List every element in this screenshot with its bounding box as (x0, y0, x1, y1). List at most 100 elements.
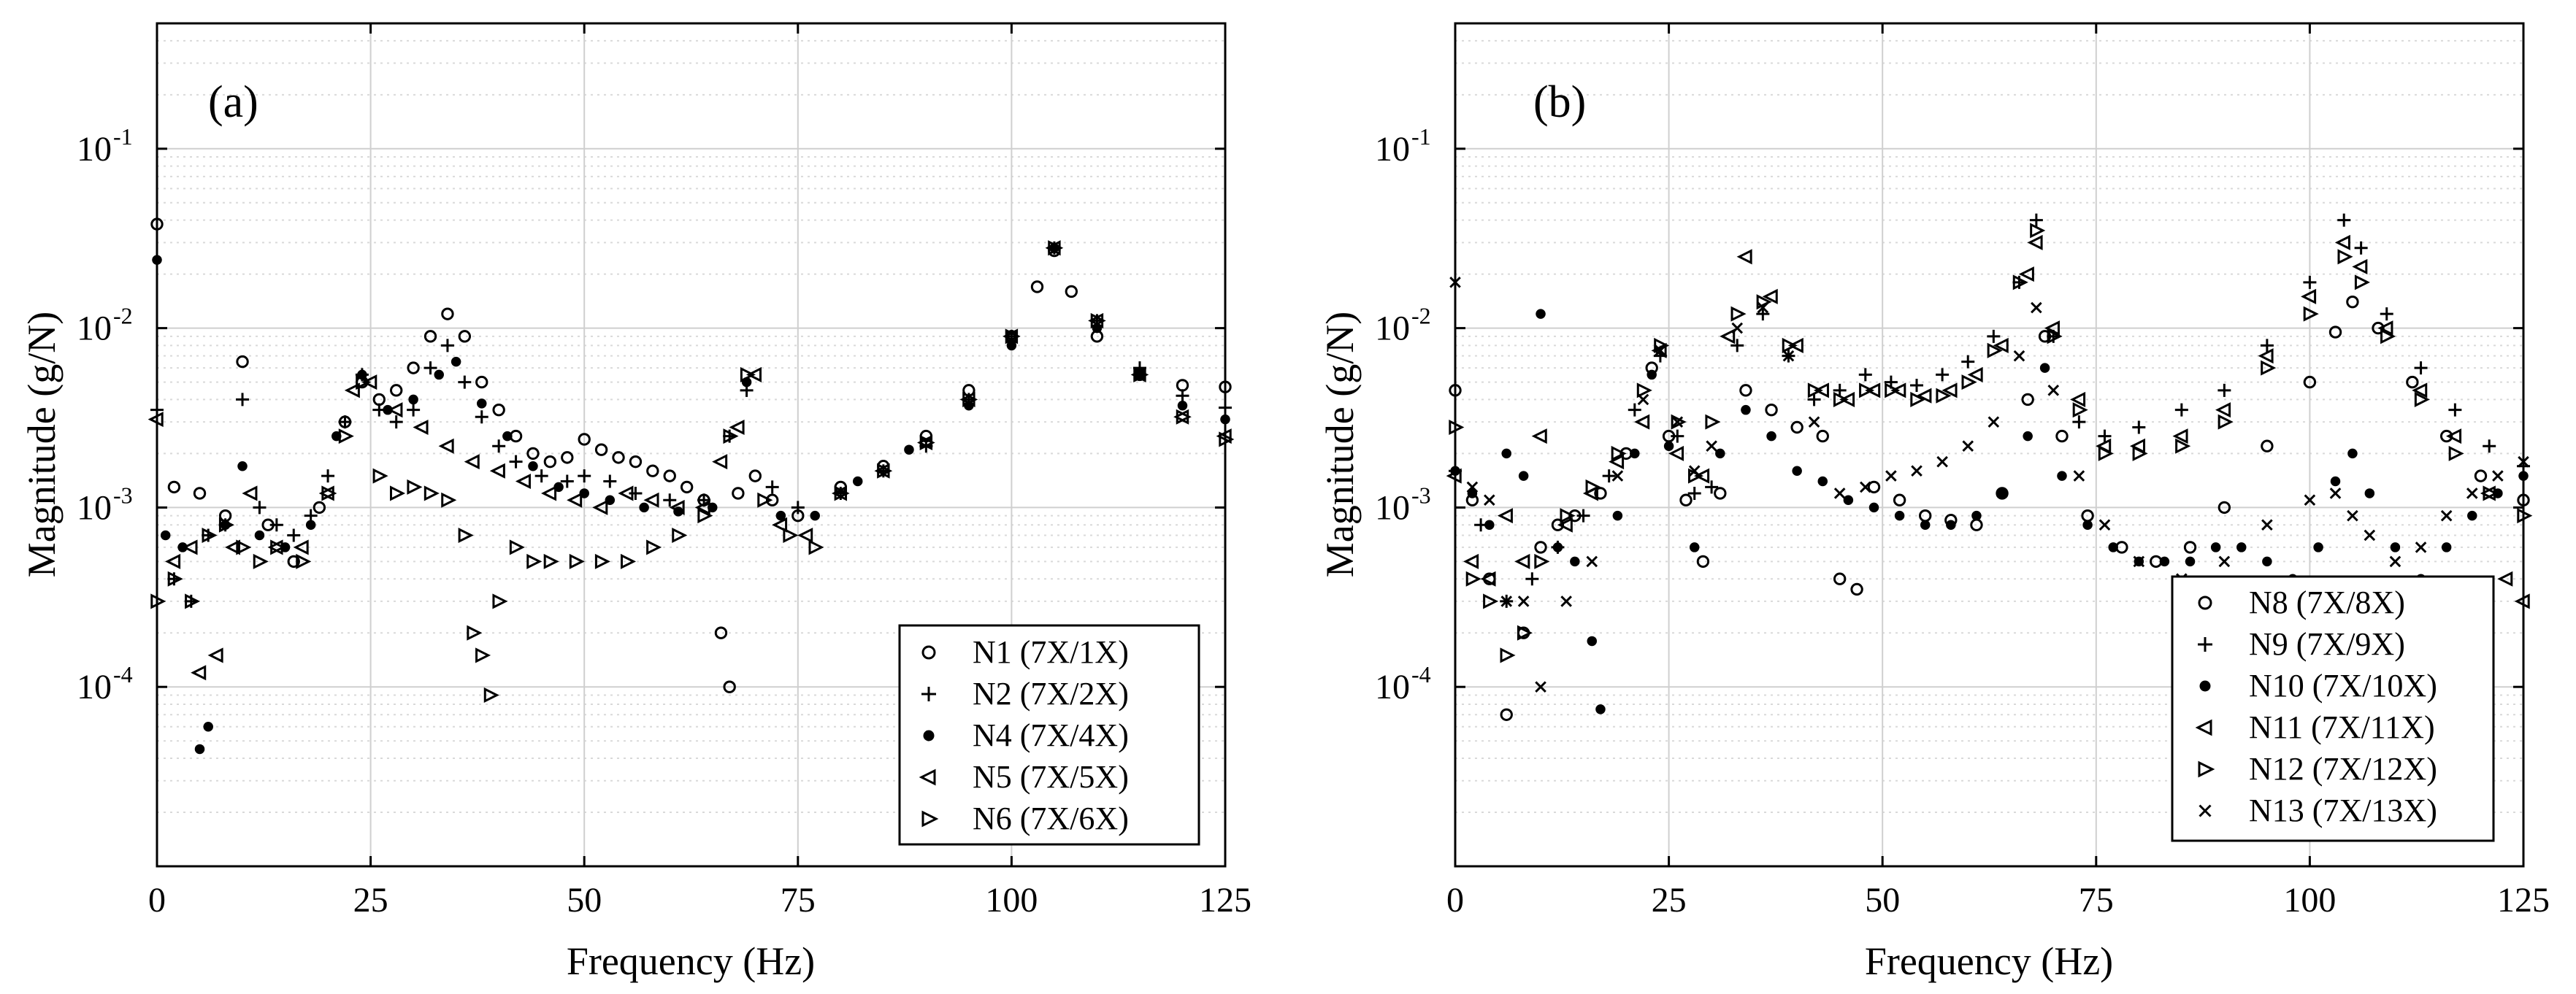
data-point (407, 403, 421, 417)
data-point (1628, 403, 1641, 417)
y-tick-exponent: -2 (113, 303, 133, 329)
data-point (2029, 213, 2043, 227)
data-point (1030, 280, 1044, 293)
legend-item: N12 (7X/12X) (2198, 751, 2437, 787)
data-point (1910, 391, 1926, 407)
data-point (1663, 441, 1674, 451)
data-point (194, 744, 205, 755)
data-point (1560, 596, 1572, 607)
data-point (1807, 393, 1821, 407)
data-point (1705, 414, 1721, 430)
data-point (296, 553, 312, 569)
data-point (1611, 470, 1624, 482)
data-point (1594, 487, 1607, 500)
y-tick-labels: 10-410-310-210-1 (77, 123, 133, 706)
data-point (2390, 542, 2401, 552)
data-point (2108, 542, 2118, 552)
data-point (1517, 596, 1530, 607)
data-point (1535, 681, 1546, 693)
data-point (253, 553, 269, 569)
legend: N8 (7X/8X) N9 (7X/9X) N10 (7X/10X) N11 (7X/… (2171, 575, 2495, 842)
x-tick-label: 100 (985, 881, 1038, 920)
data-point (2072, 415, 2086, 429)
data-point (1688, 465, 1701, 477)
data-point (1762, 288, 1778, 304)
data-point (1893, 493, 1906, 506)
data-point (1480, 571, 1496, 587)
data-point (1536, 309, 1546, 319)
data-point (321, 485, 337, 501)
data-point (1792, 466, 1802, 476)
panel-b: 0 25 50 75 100 125 10-410-310-210-1 (b) Frequ… (1318, 22, 2550, 983)
data-point (270, 539, 286, 555)
series-triangle-left (1446, 234, 2530, 609)
data-point (1715, 448, 1725, 459)
data-point (2175, 438, 2191, 454)
data-point (1808, 416, 1820, 428)
data-point (2039, 363, 2050, 373)
data-point (458, 527, 474, 544)
data-point (2483, 485, 2499, 501)
data-point (2098, 429, 2112, 443)
data-point (2044, 320, 2060, 336)
data-point (165, 553, 181, 569)
x-tick-label: 100 (2283, 881, 2336, 920)
data-point (2303, 275, 2317, 289)
data-point (1065, 285, 1078, 298)
data-point (783, 527, 799, 544)
data-point (594, 553, 610, 569)
data-point (1176, 389, 1189, 403)
data-point (1694, 468, 1710, 484)
data-point (1679, 493, 1693, 506)
x-tick-label: 125 (1199, 881, 1251, 920)
data-point (2412, 382, 2428, 398)
data-point (2261, 360, 2277, 376)
data-point (1720, 328, 1736, 344)
data-point (202, 527, 218, 544)
data-point (2055, 429, 2069, 443)
data-point (1833, 488, 1846, 499)
data-point (2334, 234, 2350, 250)
data-point (1570, 556, 1580, 567)
data-point (1833, 572, 1847, 585)
data-point (729, 419, 745, 436)
data-point (1868, 502, 1879, 513)
data-point (621, 553, 637, 569)
data-point (2218, 555, 2231, 568)
data-point (492, 439, 506, 453)
data-point (1637, 393, 1649, 406)
data-point (167, 571, 183, 587)
data-point (1765, 403, 1778, 417)
data-point (2070, 391, 2086, 407)
data-point (1500, 647, 1516, 663)
series-plus (1449, 213, 2530, 608)
data-point (2389, 555, 2401, 568)
data-point (1941, 382, 1958, 398)
data-point (1790, 420, 1803, 434)
data-point (502, 431, 513, 442)
data-point (423, 330, 437, 343)
data-point (919, 434, 935, 451)
data-point (2483, 439, 2496, 453)
data-point (1551, 518, 1565, 531)
data-point (2047, 385, 2060, 396)
data-point (1843, 495, 1854, 505)
data-point (618, 485, 634, 501)
data-point (2448, 403, 2462, 417)
legend-label: N1 (7X/1X) (973, 634, 1129, 670)
data-point (167, 480, 181, 494)
data-point (2497, 571, 2513, 587)
data-point (438, 438, 454, 454)
data-point (1996, 487, 2009, 500)
data-point (1739, 384, 1752, 397)
legend: N1 (7X/1X) N2 (7X/2X) N4 (7X/4X) N5 (7X/5X)… (898, 624, 1200, 846)
data-point (1465, 571, 1481, 587)
x-tick-label: 125 (2497, 881, 2550, 920)
data-point (2337, 213, 2351, 227)
data-point (1890, 382, 1906, 398)
data-point (2372, 321, 2385, 335)
data-point (528, 461, 538, 471)
data-point (207, 647, 223, 663)
data-point (1936, 388, 1952, 404)
data-point (852, 476, 863, 487)
